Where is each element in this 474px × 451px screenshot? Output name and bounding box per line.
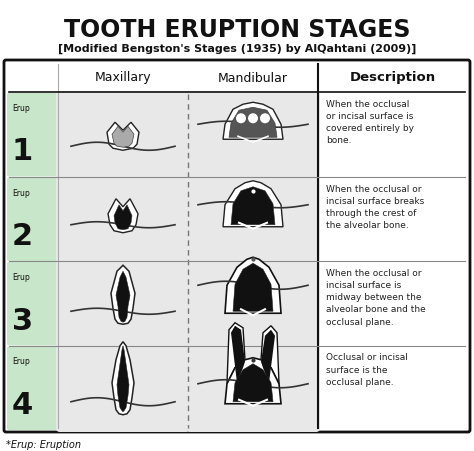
Polygon shape	[112, 126, 134, 147]
Text: *Erup: Eruption: *Erup: Eruption	[6, 440, 81, 450]
FancyBboxPatch shape	[56, 345, 190, 432]
Circle shape	[236, 113, 246, 123]
FancyBboxPatch shape	[186, 345, 320, 432]
Text: When the occlusal or
incisal surface is
midway between the
alveolar bone and the: When the occlusal or incisal surface is …	[326, 269, 426, 327]
Polygon shape	[114, 205, 132, 230]
Polygon shape	[223, 102, 283, 139]
FancyBboxPatch shape	[4, 60, 470, 432]
Polygon shape	[233, 364, 273, 402]
Text: Erup: Erup	[12, 189, 30, 198]
Polygon shape	[227, 323, 245, 384]
Polygon shape	[107, 122, 139, 150]
Text: Erup: Erup	[12, 104, 30, 113]
Text: 2: 2	[12, 222, 33, 251]
Text: When the occlusal or
incisal surface breaks
through the crest of
the alveolar bo: When the occlusal or incisal surface bre…	[326, 184, 424, 230]
Text: Occlusal or incisal
surface is the
occlusal plane.: Occlusal or incisal surface is the occlu…	[326, 354, 408, 387]
Polygon shape	[231, 326, 245, 383]
Text: Maxillary: Maxillary	[95, 72, 151, 84]
FancyBboxPatch shape	[7, 93, 58, 176]
Circle shape	[248, 113, 258, 123]
Polygon shape	[112, 342, 134, 415]
FancyBboxPatch shape	[186, 91, 320, 179]
Text: [Modified Bengston's Stages (1935) by AlQahtani (2009)]: [Modified Bengston's Stages (1935) by Al…	[58, 44, 416, 54]
Polygon shape	[223, 181, 283, 227]
Circle shape	[260, 113, 270, 123]
Polygon shape	[116, 271, 130, 322]
Polygon shape	[261, 330, 275, 383]
FancyBboxPatch shape	[186, 175, 320, 263]
Polygon shape	[261, 326, 279, 384]
Text: When the occlusal
or incisal surface is
covered entirely by
bone.: When the occlusal or incisal surface is …	[326, 100, 414, 146]
FancyBboxPatch shape	[7, 346, 58, 430]
Text: Description: Description	[350, 72, 436, 84]
Text: 4: 4	[12, 391, 33, 420]
FancyBboxPatch shape	[56, 91, 190, 179]
Text: 3: 3	[12, 307, 33, 336]
FancyBboxPatch shape	[186, 260, 320, 348]
Polygon shape	[225, 257, 281, 313]
Polygon shape	[225, 358, 281, 404]
Polygon shape	[117, 346, 129, 412]
Text: Erup: Erup	[12, 273, 30, 282]
Polygon shape	[231, 187, 275, 225]
Polygon shape	[229, 107, 277, 137]
Text: 1: 1	[12, 138, 33, 166]
FancyBboxPatch shape	[7, 178, 58, 261]
FancyBboxPatch shape	[56, 260, 190, 348]
Text: Mandibular: Mandibular	[218, 72, 288, 84]
FancyBboxPatch shape	[56, 175, 190, 263]
Polygon shape	[111, 265, 135, 324]
Text: TOOTH ERUPTION STAGES: TOOTH ERUPTION STAGES	[64, 18, 410, 42]
Polygon shape	[233, 263, 273, 311]
FancyBboxPatch shape	[7, 262, 58, 345]
Polygon shape	[108, 199, 138, 233]
Text: Erup: Erup	[12, 358, 30, 367]
